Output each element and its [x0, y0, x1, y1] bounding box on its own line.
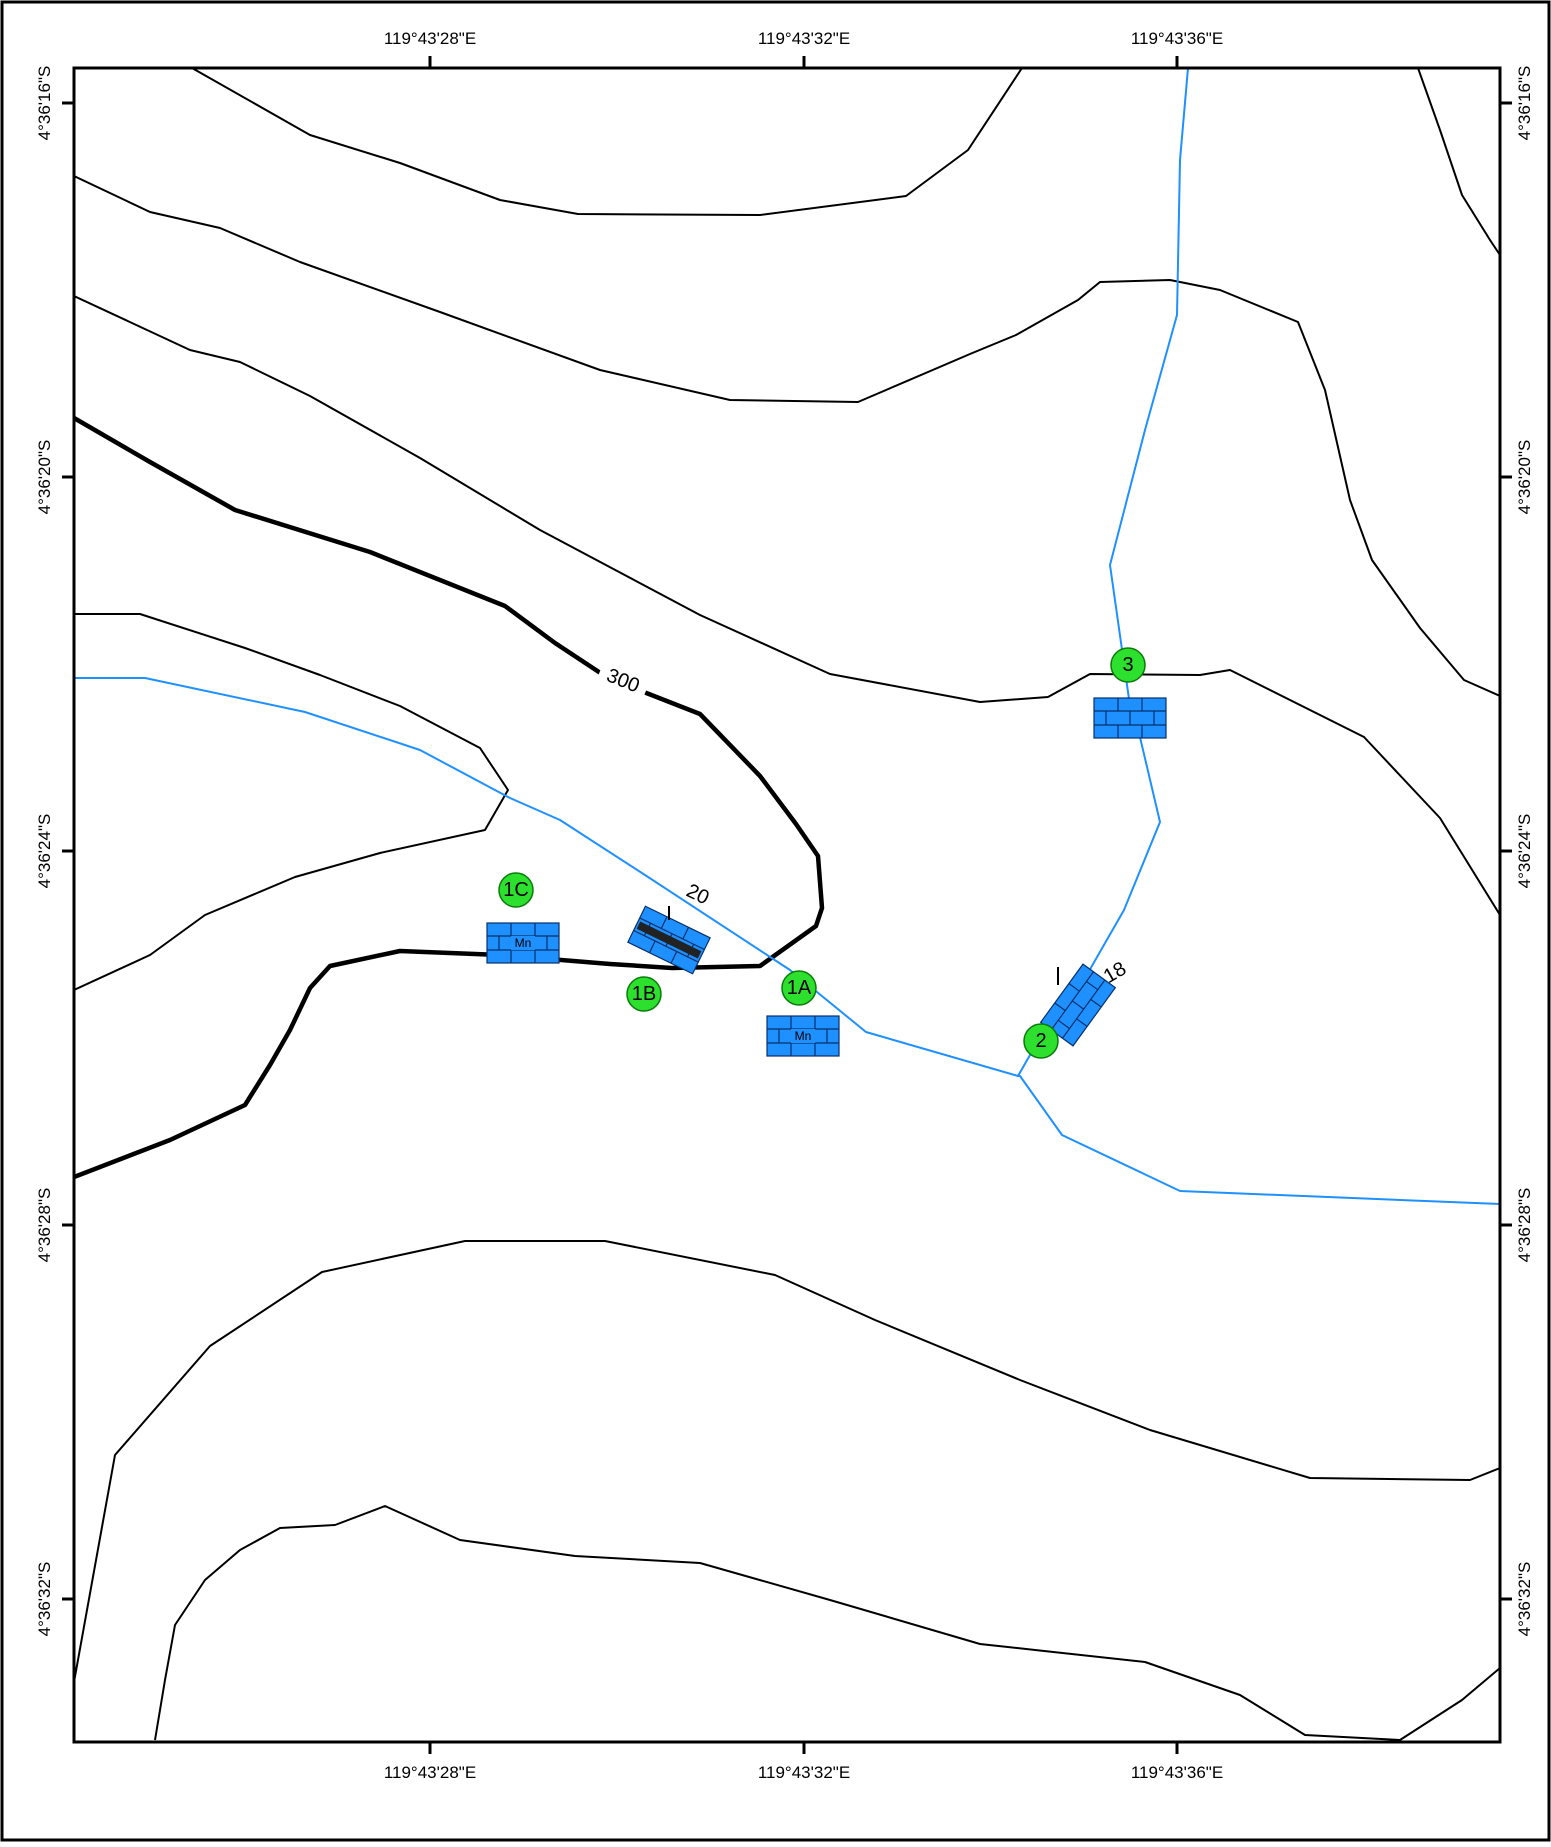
contour-label-bg	[594, 659, 652, 703]
svg-text:1A: 1A	[787, 977, 812, 999]
contour-line	[191, 68, 1023, 216]
contour-line	[74, 1240, 1500, 1683]
longitude-label-bottom: 119°43'36"E	[1131, 1763, 1223, 1782]
contour-line	[74, 295, 1500, 916]
latitude-label-left: 4°36'32"S	[35, 1562, 54, 1637]
station-marker-1c[interactable]: 1C	[498, 872, 534, 908]
station-marker-icon	[781, 970, 817, 1006]
latitude-label-left: 4°36'16"S	[35, 66, 54, 141]
map-content: 300 Mn Mn 20 18 3	[74, 68, 1500, 1741]
latitude-label-left: 4°36'28"S	[35, 1188, 54, 1263]
latitude-label-right: 4°36'32"S	[1515, 1562, 1534, 1637]
station-marker-3[interactable]: 3	[1110, 647, 1146, 683]
contour-line	[74, 175, 1500, 697]
svg-text:Mn: Mn	[515, 936, 532, 950]
contour-line	[154, 1505, 1500, 1741]
svg-text:1B: 1B	[632, 983, 656, 1005]
longitude-label-bottom: 119°43'32"E	[758, 1763, 850, 1782]
longitude-label-bottom: 119°43'28"E	[384, 1763, 476, 1782]
svg-text:Mn: Mn	[795, 1029, 812, 1043]
longitude-label-top: 119°43'32"E	[758, 29, 850, 48]
station-marker-1a[interactable]: 1A	[781, 970, 817, 1006]
svg-text:1C: 1C	[503, 879, 529, 901]
station-marker-icon	[1110, 647, 1146, 683]
latitude-label-right: 4°36'20"S	[1515, 440, 1534, 515]
station-marker-2[interactable]: 2	[1023, 1023, 1059, 1059]
river-main	[74, 677, 1500, 1205]
manganese-outcrop-icon: Mn	[486, 922, 560, 964]
latitude-label-right: 4°36'28"S	[1515, 1188, 1534, 1263]
river-tributary	[1017, 68, 1189, 1077]
station-marker-icon	[498, 872, 534, 908]
svg-text:3: 3	[1122, 654, 1133, 676]
limestone-outcrop-icon	[1093, 697, 1167, 739]
strike-dip-icon	[1040, 963, 1116, 1047]
svg-text:2: 2	[1035, 1030, 1046, 1052]
index-contour-300	[74, 416, 825, 1180]
contour-line	[74, 613, 509, 991]
station-marker-1b[interactable]: 1B	[626, 976, 662, 1012]
latitude-label-left: 4°36'20"S	[35, 440, 54, 515]
station-marker-icon	[1023, 1023, 1059, 1059]
dip-value-20: 20	[683, 880, 713, 910]
contour-line	[1417, 68, 1500, 256]
strike-dip-icon	[627, 905, 711, 975]
longitude-label-top: 119°43'28"E	[384, 29, 476, 48]
latitude-label-right: 4°36'16"S	[1515, 66, 1534, 141]
manganese-outcrop-icon: Mn	[766, 1015, 840, 1057]
station-marker-icon	[626, 976, 662, 1012]
graticule-ticks	[62, 56, 1512, 1754]
latitude-label-left: 4°36'24"S	[35, 814, 54, 889]
longitude-label-top: 119°43'36"E	[1131, 29, 1223, 48]
map-border	[72, 66, 1502, 1744]
latitude-label-right: 4°36'24"S	[1515, 814, 1534, 889]
